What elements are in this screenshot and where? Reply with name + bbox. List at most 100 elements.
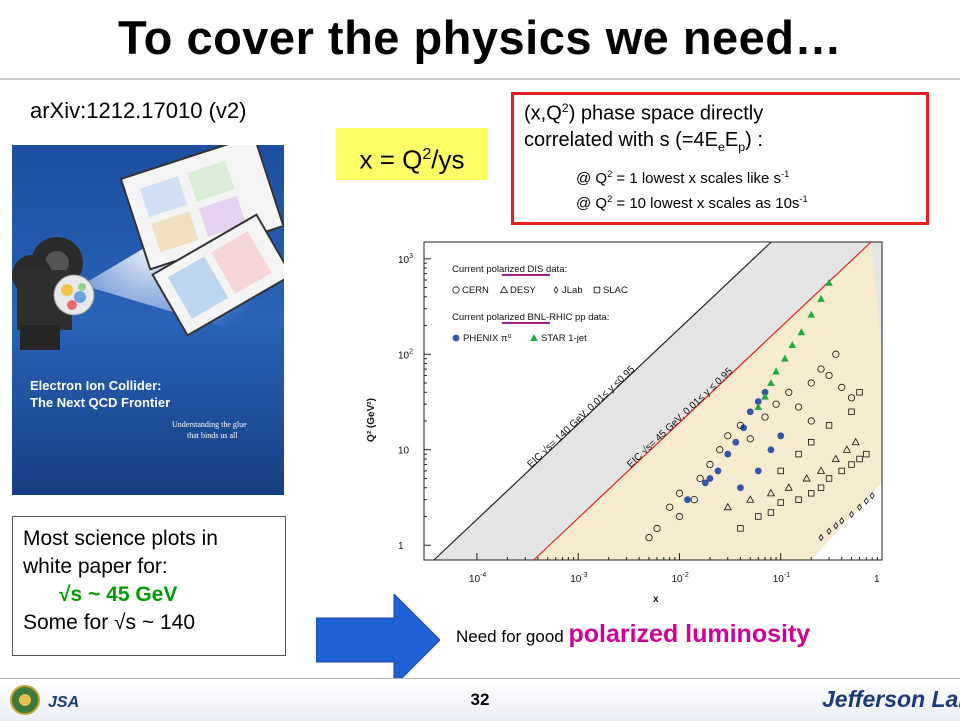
cern-point-11 <box>772 400 780 408</box>
y-tick-label-2: 102 <box>398 348 413 361</box>
cern-point-13 <box>794 403 803 411</box>
slac-point-12 <box>777 467 784 475</box>
cern-point-18 <box>847 394 856 402</box>
star-1-jet-point-6 <box>797 328 806 336</box>
cern-point-22 <box>832 350 840 358</box>
desy-point-5 <box>816 466 826 474</box>
cern-point-0 <box>653 524 661 533</box>
luminosity-emphasis: polarized luminosity <box>568 620 811 648</box>
phase-space-line2: correlated with s (=4EeEp) : <box>524 129 763 154</box>
arxiv-reference: arXiv:1212.17010 (v2) <box>30 98 247 123</box>
cern-point-6 <box>716 446 724 454</box>
q2-vs-x-plot: 10-4 10-3 10-2 10-1 1 1 10 102 103 EIC √s= 140 G… <box>340 230 915 612</box>
formula-rhs: /ys <box>431 144 465 175</box>
desy-point-0 <box>723 502 732 511</box>
cern-point-15 <box>817 365 825 373</box>
cern-point-17 <box>838 383 846 391</box>
phenix-point-3 <box>732 438 740 446</box>
region-low-y-cut <box>829 525 882 560</box>
cover-subtitle-line1: Understanding the glue <box>172 420 247 429</box>
slac-point-3 <box>777 499 784 506</box>
desy-point-2 <box>766 488 775 497</box>
star-1-jet-point-0 <box>754 403 763 411</box>
y-tick-exp-2: 2 <box>409 348 413 355</box>
slac-point-17 <box>795 450 802 458</box>
science-line1: Most science plots in <box>23 527 218 550</box>
luminosity-note: Need for good polarized luminosity <box>456 620 810 649</box>
legend-marker-desy <box>499 285 509 293</box>
region-45gev <box>533 242 882 560</box>
white-paper-cover: Electron Ion Collider: The Next QCD Fron… <box>12 145 284 495</box>
star-1-jet-point-1 <box>761 392 769 400</box>
legend-marker-cern <box>452 286 460 294</box>
title-divider <box>0 78 960 80</box>
star-1-jet-point-3 <box>772 367 780 375</box>
legend-label-pp-0: PHENIX π⁰ <box>463 333 512 344</box>
science-line3: √s ~ 45 GeV <box>59 583 178 606</box>
x-definition-formula: x = Q2/ys <box>336 128 488 180</box>
desy-point-8 <box>851 437 860 446</box>
jlab-point-7 <box>869 491 875 500</box>
formula-exponent: 2 <box>422 145 432 163</box>
star-1-jet-point-2 <box>767 379 775 387</box>
slac-point-2 <box>767 509 775 516</box>
slac-point-11 <box>863 450 870 458</box>
phenix-point-5 <box>746 408 754 416</box>
cern-point-2 <box>675 489 684 497</box>
projector <box>12 237 83 350</box>
slac-point-10 <box>856 455 863 463</box>
luminosity-prefix: Need for good <box>456 627 569 646</box>
x-tick-label-3: 10-1 <box>773 572 790 585</box>
cern-point-8 <box>736 421 745 429</box>
film-strip <box>119 145 284 337</box>
legend-header-dis: Current polarized DIS data: <box>452 264 567 275</box>
jlab-point-4 <box>849 510 854 519</box>
cern-point-5 <box>706 460 714 469</box>
star-1-jet-point-7 <box>807 310 816 318</box>
footer-bar: JSA <box>0 678 960 721</box>
phase-space-line4: @ Q2 = 10 lowest x scales as 10s-1 <box>576 194 808 212</box>
nucleus-illustration <box>53 274 95 316</box>
phenix-point-10 <box>737 484 744 492</box>
cern-point-7 <box>724 432 732 440</box>
phenix-point-13 <box>777 432 785 440</box>
slac-point-8 <box>838 467 845 475</box>
legend-marker-slac <box>593 286 601 294</box>
slac-point-6 <box>817 484 825 491</box>
cern-point-16 <box>825 371 833 380</box>
jsa-logo-text: JSA <box>48 694 79 711</box>
desy-point-1 <box>746 495 755 503</box>
doe-jsa-logo-icon: JSA <box>10 685 79 715</box>
jlab-point-6 <box>863 497 869 505</box>
jlab-point-3 <box>839 517 845 525</box>
jlab-point-1 <box>826 527 832 535</box>
slac-point-5 <box>808 490 815 497</box>
x-tick-exp-0: -4 <box>480 572 486 579</box>
slac-point-9 <box>848 461 855 468</box>
jlab-point-2 <box>833 522 839 530</box>
x-tick-label-1: 10-3 <box>570 572 587 585</box>
slac-point-13 <box>808 438 815 446</box>
slac-point-0 <box>737 525 744 532</box>
desy-point-7 <box>842 445 851 453</box>
jlab-point-5 <box>857 503 863 511</box>
y-tick-label-1: 10 <box>398 446 410 457</box>
desy-point-4 <box>802 474 811 482</box>
cern-point-10 <box>761 413 769 421</box>
cern-point-9 <box>746 435 754 443</box>
slac-point-4 <box>795 496 802 503</box>
cern-point-19 <box>645 534 653 542</box>
cern-point-14 <box>807 379 815 387</box>
slac-point-14 <box>825 422 833 429</box>
phenix-point-11 <box>754 467 762 475</box>
desy-point-3 <box>784 483 793 491</box>
y-tick-exp-3: 3 <box>409 253 413 260</box>
phenix-point-8 <box>684 496 691 504</box>
phenix-point-1 <box>714 467 722 475</box>
phenix-point-9 <box>701 479 709 487</box>
cern-point-4 <box>696 474 704 483</box>
x-tick-exp-3: -1 <box>784 572 790 579</box>
phenix-point-0 <box>706 475 714 482</box>
x-tick-label-4: 1 <box>874 574 880 585</box>
